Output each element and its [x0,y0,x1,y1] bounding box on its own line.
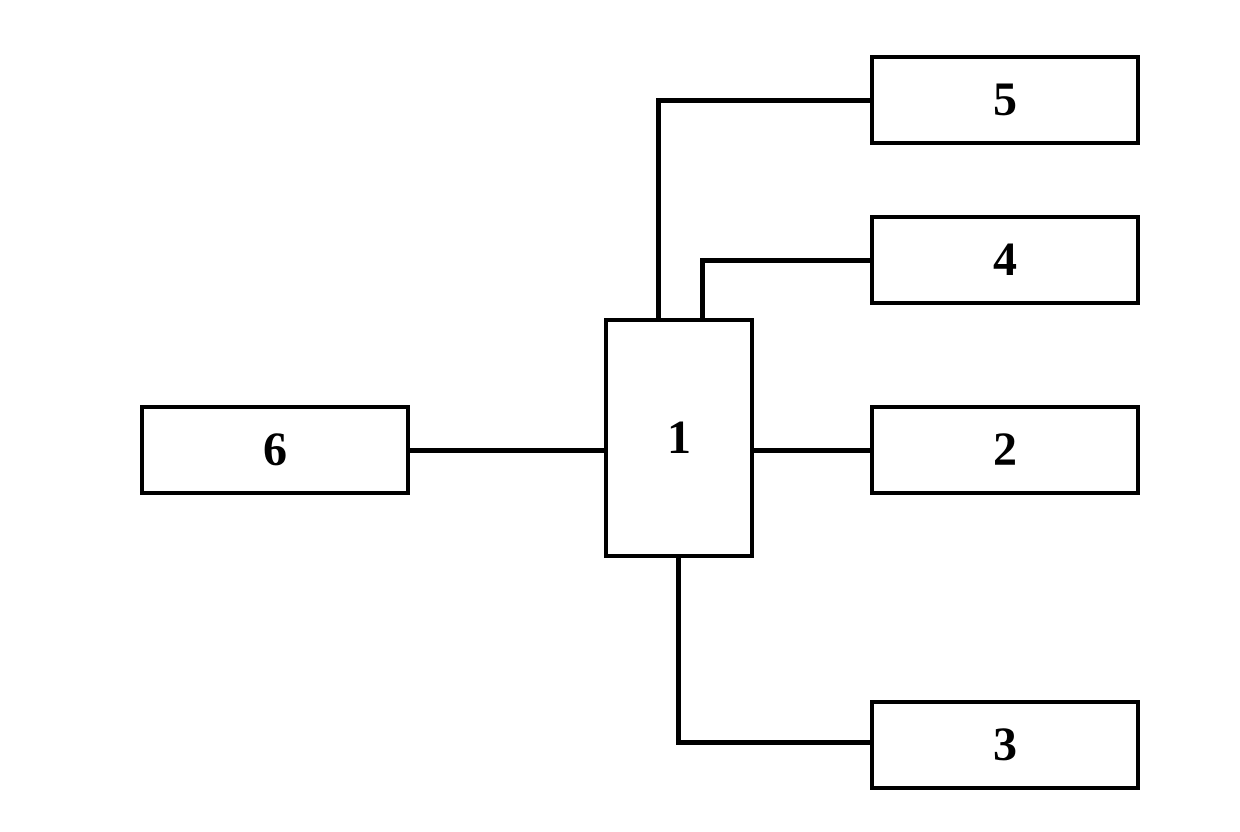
node-4: 4 [870,215,1140,305]
node-4-label: 4 [993,236,1017,284]
node-1: 1 [604,318,754,558]
node-2-label: 2 [993,426,1017,474]
node-1-label: 1 [667,414,691,462]
node-3-label: 3 [993,721,1017,769]
edge-segment [676,740,870,745]
node-6-label: 6 [263,426,287,474]
node-5: 5 [870,55,1140,145]
edge-segment [700,258,870,263]
edge-segment [676,558,681,745]
node-5-label: 5 [993,76,1017,124]
node-3: 3 [870,700,1140,790]
edge-segment [410,448,604,453]
node-6: 6 [140,405,410,495]
edge-segment [700,258,705,318]
edge-segment [656,98,870,103]
edge-segment [656,98,661,318]
node-2: 2 [870,405,1140,495]
edge-segment [754,448,870,453]
diagram-canvas: 1 2 3 4 5 6 [0,0,1240,832]
